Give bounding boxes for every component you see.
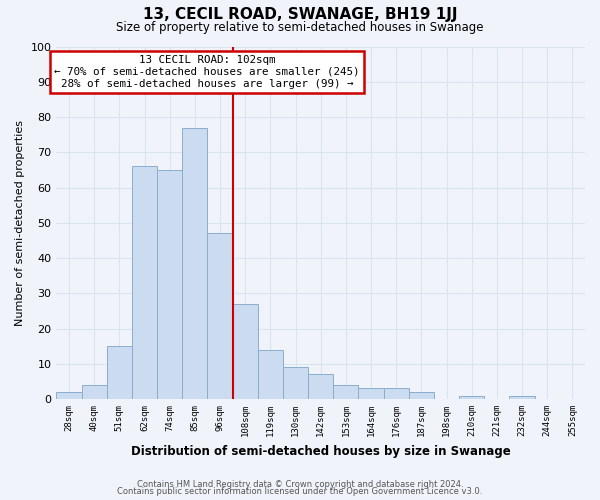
- Text: 13 CECIL ROAD: 102sqm
← 70% of semi-detached houses are smaller (245)
28% of sem: 13 CECIL ROAD: 102sqm ← 70% of semi-deta…: [55, 56, 360, 88]
- Bar: [333, 385, 358, 399]
- Text: Contains HM Land Registry data © Crown copyright and database right 2024.: Contains HM Land Registry data © Crown c…: [137, 480, 463, 489]
- Bar: [308, 374, 333, 399]
- Bar: [208, 234, 233, 399]
- Bar: [157, 170, 182, 399]
- Y-axis label: Number of semi-detached properties: Number of semi-detached properties: [15, 120, 25, 326]
- Bar: [132, 166, 157, 399]
- Bar: [383, 388, 409, 399]
- Bar: [182, 128, 208, 399]
- Text: 13, CECIL ROAD, SWANAGE, BH19 1JJ: 13, CECIL ROAD, SWANAGE, BH19 1JJ: [143, 8, 457, 22]
- Bar: [56, 392, 82, 399]
- X-axis label: Distribution of semi-detached houses by size in Swanage: Distribution of semi-detached houses by …: [131, 444, 511, 458]
- Bar: [409, 392, 434, 399]
- Text: Size of property relative to semi-detached houses in Swanage: Size of property relative to semi-detach…: [116, 21, 484, 34]
- Bar: [283, 368, 308, 399]
- Bar: [459, 396, 484, 399]
- Bar: [258, 350, 283, 399]
- Bar: [107, 346, 132, 399]
- Text: Contains public sector information licensed under the Open Government Licence v3: Contains public sector information licen…: [118, 487, 482, 496]
- Bar: [82, 385, 107, 399]
- Bar: [509, 396, 535, 399]
- Bar: [233, 304, 258, 399]
- Bar: [358, 388, 383, 399]
